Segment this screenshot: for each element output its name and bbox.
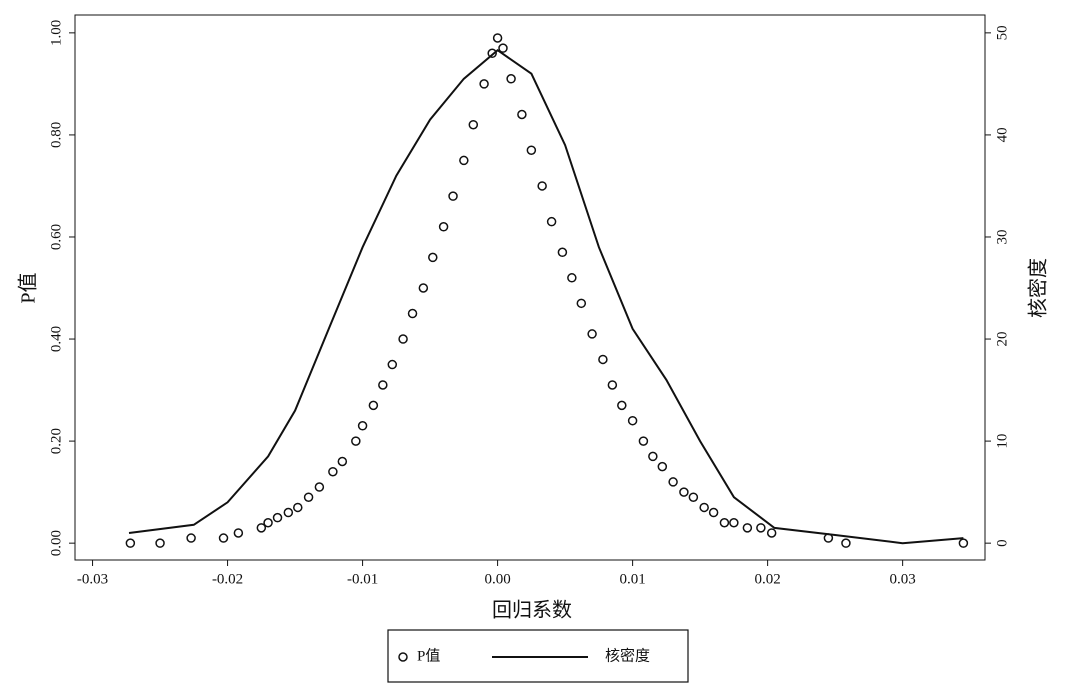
y-tick-label: 0.40	[48, 326, 64, 352]
y2-tick-label: 10	[994, 434, 1010, 449]
scatter-point	[729, 517, 739, 528]
density-line	[128, 48, 964, 545]
y-tick-label: 1.00	[48, 20, 64, 46]
y2-tick-label: 50	[994, 25, 1010, 40]
scatter-point	[557, 247, 568, 258]
x-tick-label: 0.01	[619, 571, 645, 587]
scatter-point	[537, 181, 547, 191]
scatter-point	[479, 79, 489, 89]
scatter-point	[587, 329, 597, 339]
scatter-point	[766, 528, 777, 538]
scatter-point	[576, 298, 587, 309]
scatter-point	[448, 191, 458, 201]
scatter-point	[233, 528, 244, 538]
legend-box	[387, 629, 689, 683]
scatter-point	[272, 512, 283, 523]
scatter-point	[627, 415, 638, 426]
x-tick-label: 0.03	[890, 571, 916, 587]
scatter-point	[492, 33, 503, 43]
scatter-point	[303, 492, 314, 502]
scatter-point	[657, 461, 668, 472]
scatter-point	[155, 538, 165, 548]
scatter-point	[328, 466, 338, 477]
scatter-point	[526, 145, 537, 155]
scatter-point	[688, 492, 699, 502]
legend-symbol	[398, 652, 408, 662]
scatter-point	[186, 533, 196, 543]
x-tick-label: -0.03	[77, 571, 108, 587]
scatter-point	[498, 43, 508, 53]
scatter-point	[841, 538, 851, 548]
scatter-point	[428, 252, 438, 263]
scatter-point	[958, 538, 969, 548]
scatter-point	[468, 119, 479, 130]
plot-frame	[74, 14, 986, 561]
scatter-point	[263, 517, 273, 528]
scatter-point	[218, 533, 229, 543]
scatter-point	[387, 359, 398, 370]
scatter-point	[357, 421, 368, 431]
legend-label: P值	[417, 647, 440, 664]
scatter-point	[668, 477, 678, 487]
scatter-point	[699, 502, 709, 513]
scatter-point	[742, 523, 753, 533]
scatter-point	[638, 436, 649, 446]
scatter-point	[283, 507, 294, 518]
y-tick-label: 0.60	[48, 224, 64, 250]
scatter-point	[368, 400, 379, 411]
scatter-point	[418, 283, 429, 293]
scatter-point	[351, 436, 361, 446]
scatter-point	[567, 273, 577, 283]
scatter-point	[314, 482, 325, 492]
x-tick-label: 0.02	[755, 571, 781, 587]
scatter-point	[598, 354, 608, 365]
scatter-point	[459, 155, 469, 166]
scatter-point	[517, 109, 527, 120]
y-axis-title: P值	[17, 272, 40, 303]
scatter-point	[708, 507, 719, 518]
scatter-point	[506, 74, 516, 84]
scatter-point	[719, 517, 730, 528]
scatter-point	[378, 380, 388, 390]
scatter-point	[407, 308, 418, 319]
scatter-point	[679, 487, 689, 497]
y2-tick-label: 30	[994, 229, 1010, 244]
y2-tick-label: 0	[994, 539, 1010, 547]
scatter-point	[293, 502, 303, 513]
y-tick-label: 0.80	[48, 122, 64, 148]
scatter-point	[337, 456, 348, 467]
x-axis-title: 回归系数	[492, 599, 572, 622]
y-tick-label: 0.20	[48, 428, 64, 454]
y2-axis-title: 核密度	[1027, 258, 1050, 318]
scatter-point	[256, 523, 267, 533]
scatter-point	[756, 523, 766, 533]
scatter-point	[648, 451, 658, 462]
scatter-point	[546, 216, 557, 227]
scatter-point	[125, 538, 136, 548]
y2-tick-label: 40	[994, 127, 1010, 142]
y-tick-label: 0.00	[48, 530, 64, 556]
scatter-point	[617, 400, 627, 411]
x-tick-label: 0.00	[484, 571, 510, 587]
scatter-point	[398, 334, 408, 344]
y2-tick-label: 20	[994, 332, 1010, 347]
legend-label: 核密度	[605, 647, 650, 664]
x-tick-label: -0.02	[212, 571, 243, 587]
scatter-point	[487, 48, 497, 59]
scatter-point	[607, 380, 618, 390]
x-tick-label: -0.01	[347, 571, 378, 587]
scatter-point	[438, 222, 449, 232]
